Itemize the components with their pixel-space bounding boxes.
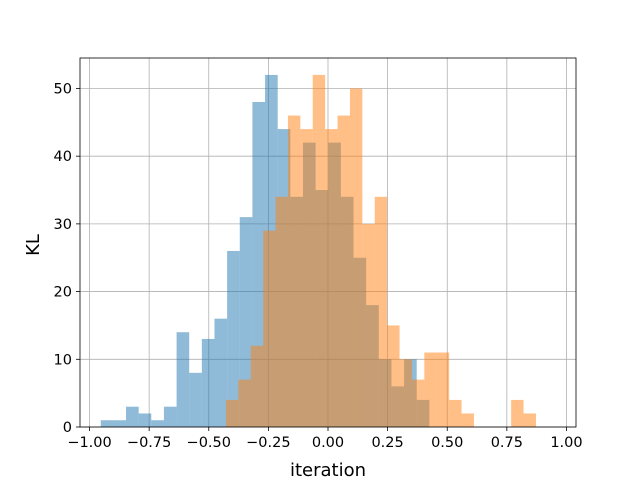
y-tick-label: 40: [54, 149, 72, 165]
histogram-bar-series-2: [411, 379, 425, 427]
histogram-bar-series-1: [126, 406, 139, 427]
histogram-bar-series-1: [151, 420, 164, 427]
x-tick-label: −0.75: [127, 435, 171, 451]
y-tick-label: 10: [54, 352, 72, 368]
histogram-bar-series-1: [227, 250, 240, 427]
histogram-bar-series-2: [424, 352, 437, 427]
histogram-bar-series-2: [287, 115, 301, 427]
histogram-bar-series-2: [436, 352, 450, 427]
histogram-bar-series-1: [176, 332, 190, 427]
histogram-bar-series-2: [225, 399, 239, 427]
y-tick-label: 30: [54, 217, 72, 233]
bars: [100, 74, 536, 428]
histogram-bar-series-2: [263, 230, 276, 427]
histogram-bar-series-2: [337, 115, 350, 427]
histogram-bar-series-2: [238, 379, 251, 427]
histogram-bar-series-1: [163, 406, 177, 427]
histogram-bar-series-1: [189, 372, 202, 427]
histogram-bar-series-1: [113, 420, 127, 427]
histogram-bar-series-2: [523, 413, 536, 427]
y-axis-label: KL: [23, 234, 44, 256]
x-tick-label: 0.00: [312, 435, 344, 451]
x-tick-label: −0.25: [246, 435, 290, 451]
histogram-bar-series-1: [100, 420, 114, 427]
histogram-bar-series-2: [312, 74, 326, 427]
histogram-bar-series-2: [275, 196, 288, 427]
x-tick-label: 0.25: [371, 435, 403, 451]
histogram-bar-series-2: [461, 413, 474, 427]
histogram-bar-series-1: [201, 338, 215, 427]
y-tick-label: 50: [54, 81, 72, 97]
x-tick-label: 0.75: [491, 435, 523, 451]
ticks: −1.00 −0.75 −0.50 −0.25 0.00 0.25 0.50 0.75 1.00…: [54, 81, 583, 451]
histogram-bar-series-2: [387, 325, 400, 427]
histogram-bar-series-2: [374, 196, 388, 427]
histogram-bar-series-2: [449, 399, 462, 427]
histogram-bar-series-1: [239, 217, 253, 427]
x-tick-label: 1.00: [550, 435, 582, 451]
y-tick-label: 0: [63, 420, 72, 436]
x-tick-label: −0.50: [187, 435, 231, 451]
histogram-bar-series-2: [349, 88, 363, 427]
histogram-bar-series-2: [250, 345, 264, 427]
histogram-bar-series-2: [325, 129, 338, 427]
x-tick-label: 0.50: [431, 435, 463, 451]
x-axis-label: iteration: [290, 460, 366, 480]
histogram-bar-series-1: [138, 413, 152, 427]
histogram-bar-series-1: [214, 318, 228, 427]
histogram-bar-series-2: [399, 359, 412, 427]
histogram-bar-series-2: [511, 399, 524, 427]
histogram-bar-series-2: [362, 223, 375, 427]
y-tick-label: 20: [54, 285, 72, 301]
x-tick-label: −1.00: [67, 435, 111, 451]
histogram-bar-series-2: [300, 129, 313, 427]
